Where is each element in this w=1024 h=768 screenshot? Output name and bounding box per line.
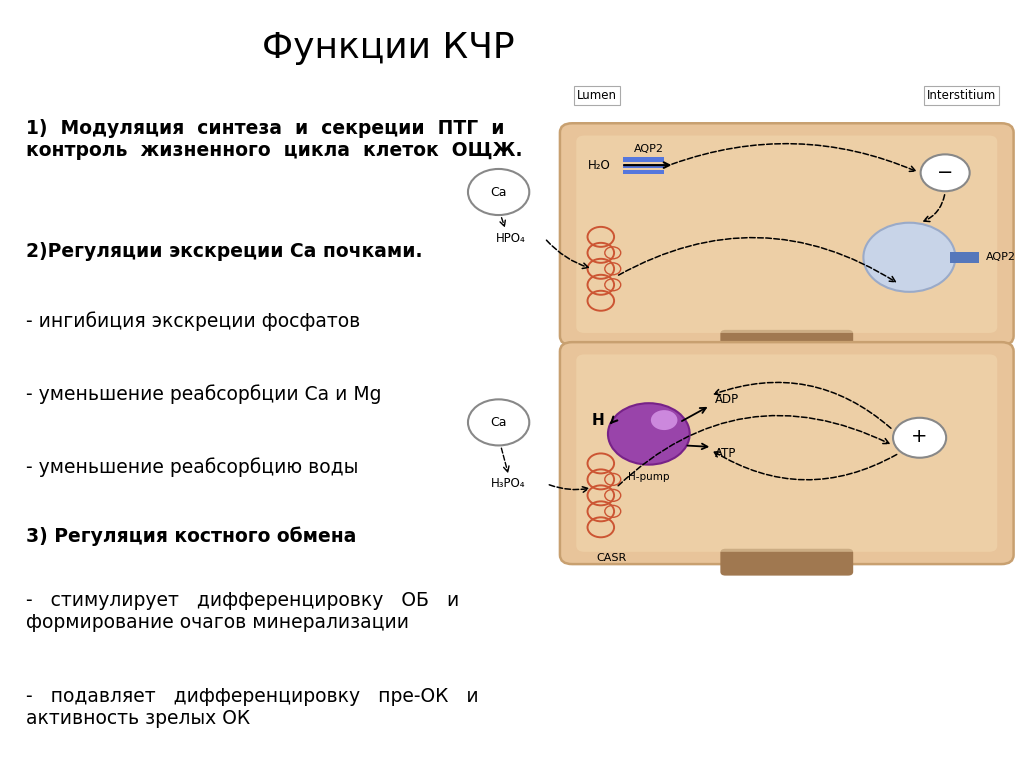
FancyBboxPatch shape bbox=[720, 330, 853, 356]
Text: -   подавляет   дифференцировку   пре-ОК   и
активность зрелых ОК: - подавляет дифференцировку пре-ОК и акт… bbox=[26, 687, 478, 728]
Text: Lumen: Lumen bbox=[578, 89, 617, 102]
Text: Ca: Ca bbox=[490, 186, 507, 198]
Text: H: H bbox=[592, 413, 604, 429]
Circle shape bbox=[893, 418, 946, 458]
Text: ATP: ATP bbox=[715, 447, 736, 459]
Text: H₂O: H₂O bbox=[588, 159, 610, 171]
Text: 2)Регуляции экскреции Ca почками.: 2)Регуляции экскреции Ca почками. bbox=[26, 242, 422, 261]
Bar bbox=[950, 252, 979, 263]
Circle shape bbox=[863, 223, 955, 292]
Circle shape bbox=[608, 403, 690, 465]
Text: - уменьшение реабсорбцию воды: - уменьшение реабсорбцию воды bbox=[26, 457, 358, 477]
Text: HPO₄: HPO₄ bbox=[496, 232, 525, 244]
Text: - уменьшение реабсорбции Ca и Mg: - уменьшение реабсорбции Ca и Mg bbox=[26, 384, 381, 404]
Circle shape bbox=[921, 154, 970, 191]
Bar bbox=[624, 164, 665, 168]
Text: Функции КЧР: Функции КЧР bbox=[262, 31, 515, 65]
Text: AQP2: AQP2 bbox=[986, 252, 1016, 263]
Text: ADP: ADP bbox=[715, 393, 739, 406]
Circle shape bbox=[468, 399, 529, 445]
Text: Ca: Ca bbox=[490, 416, 507, 429]
Text: -   стимулирует   дифференцировку   ОБ   и
формирование очагов минерализации: - стимулирует дифференцировку ОБ и форми… bbox=[26, 591, 459, 632]
Text: 3) Регуляция костного обмена: 3) Регуляция костного обмена bbox=[26, 526, 356, 545]
FancyBboxPatch shape bbox=[560, 124, 1014, 346]
Bar bbox=[624, 170, 665, 174]
FancyBboxPatch shape bbox=[720, 548, 853, 576]
Circle shape bbox=[468, 169, 529, 215]
Text: 1)  Модуляция  синтеза  и  секреции  ПТГ  и
контроль  жизненного  цикла  клеток : 1) Модуляция синтеза и секреции ПТГ и ко… bbox=[26, 119, 522, 160]
Bar bbox=[624, 157, 665, 162]
Text: Interstitium: Interstitium bbox=[927, 89, 996, 102]
Text: - ингибиция экскреции фосфатов: - ингибиция экскреции фосфатов bbox=[26, 311, 359, 331]
Text: AQP2: AQP2 bbox=[634, 144, 664, 154]
FancyBboxPatch shape bbox=[577, 136, 997, 333]
Text: H-pump: H-pump bbox=[628, 472, 670, 482]
Text: +: + bbox=[911, 428, 928, 446]
Text: CASR: CASR bbox=[596, 553, 626, 563]
FancyBboxPatch shape bbox=[560, 343, 1014, 564]
Text: −: − bbox=[937, 163, 953, 181]
Text: H₃PO₄: H₃PO₄ bbox=[490, 478, 525, 490]
Circle shape bbox=[651, 410, 678, 430]
FancyBboxPatch shape bbox=[577, 355, 997, 551]
